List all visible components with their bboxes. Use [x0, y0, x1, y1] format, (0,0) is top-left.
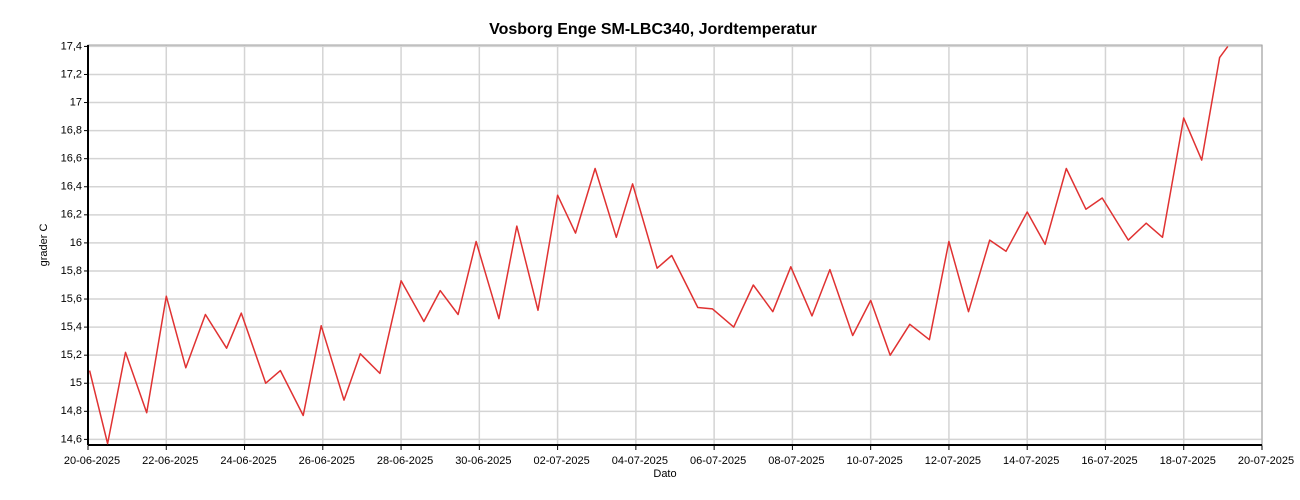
y-tick-label: 14,8 — [61, 405, 82, 417]
x-tick-label: 18-07-2025 — [1160, 455, 1216, 467]
y-tick-label: 15,2 — [61, 349, 82, 361]
y-tick-label: 16,4 — [61, 181, 82, 193]
y-tick-label: 15,4 — [61, 321, 82, 333]
x-tick-label: 20-07-2025 — [1238, 455, 1294, 467]
y-tick-label: 17,2 — [61, 68, 82, 80]
x-tick-label: 14-07-2025 — [1003, 455, 1059, 467]
y-tick-label: 16,6 — [61, 153, 82, 165]
y-tick-label: 15,6 — [61, 293, 82, 305]
y-tick-label: 15 — [70, 377, 82, 389]
x-axis-label: Dato — [653, 468, 676, 480]
y-tick-label: 17 — [70, 96, 82, 108]
x-tick-label: 22-06-2025 — [142, 455, 198, 467]
x-tick-label: 12-07-2025 — [925, 455, 981, 467]
x-tick-label: 16-07-2025 — [1081, 455, 1137, 467]
x-tick-label: 26-06-2025 — [299, 455, 355, 467]
y-tick-label: 15,8 — [61, 265, 82, 277]
x-tick-label: 02-07-2025 — [533, 455, 589, 467]
data-line — [88, 45, 1229, 445]
x-tick-label: 08-07-2025 — [768, 455, 824, 467]
x-tick-label: 10-07-2025 — [847, 455, 903, 467]
x-tick-label: 04-07-2025 — [612, 455, 668, 467]
x-tick-label: 20-06-2025 — [64, 455, 120, 467]
x-tick-label: 06-07-2025 — [690, 455, 746, 467]
chart-title: Vosborg Enge SM-LBC340, Jordtemperatur — [489, 21, 817, 38]
x-tick-label: 30-06-2025 — [455, 455, 511, 467]
y-axis-label: grader C — [38, 224, 50, 267]
y-tick-label: 14,6 — [61, 433, 82, 445]
y-tick-label: 16 — [70, 237, 82, 249]
y-tick-label: 16,8 — [61, 125, 82, 137]
x-tick-label: 28-06-2025 — [377, 455, 433, 467]
x-tick-label: 24-06-2025 — [220, 455, 276, 467]
y-tick-label: 16,2 — [61, 209, 82, 221]
y-tick-label: 17,4 — [61, 40, 82, 52]
